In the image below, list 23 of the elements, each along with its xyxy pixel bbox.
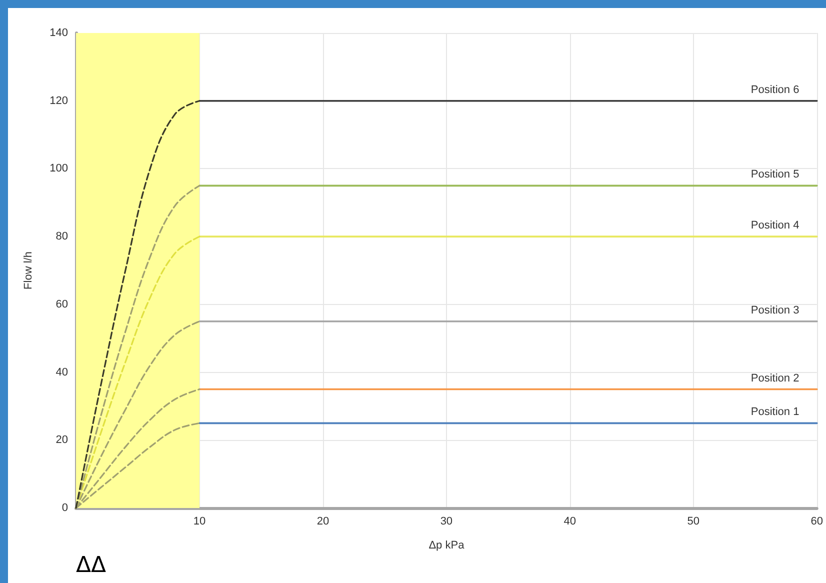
x-tick-label: 30 bbox=[440, 516, 453, 528]
series-label: Position 4 bbox=[750, 220, 800, 232]
text: ΔΔ bbox=[76, 553, 106, 578]
x-axis-title: Δp kPa bbox=[428, 540, 466, 552]
series-label: Position 5 bbox=[750, 168, 800, 181]
y-tick-label: 40 bbox=[56, 366, 68, 378]
x-tick-label: 10 bbox=[193, 516, 206, 528]
y-tick-label: 140 bbox=[50, 27, 68, 39]
series-label: Position 1 bbox=[750, 406, 800, 418]
y-tick-label: 0 bbox=[62, 502, 68, 514]
y-axis-title: Flow l/h bbox=[22, 252, 34, 290]
x-tick-label: 40 bbox=[564, 516, 576, 528]
y-tick-label: 80 bbox=[56, 230, 68, 243]
y-tick-label: 60 bbox=[56, 298, 68, 310]
x-tick-label: 50 bbox=[687, 516, 700, 528]
series-label: Position 3 bbox=[750, 304, 800, 316]
y-tick-label: 20 bbox=[56, 434, 68, 446]
x-tick-label: 20 bbox=[316, 516, 330, 528]
y-tick-label: 100 bbox=[50, 162, 68, 175]
series-label: Position 6 bbox=[750, 84, 800, 96]
x-tick-label: 60 bbox=[810, 516, 824, 528]
series-label: Position 2 bbox=[750, 372, 800, 384]
y-tick-label: 120 bbox=[50, 94, 68, 107]
